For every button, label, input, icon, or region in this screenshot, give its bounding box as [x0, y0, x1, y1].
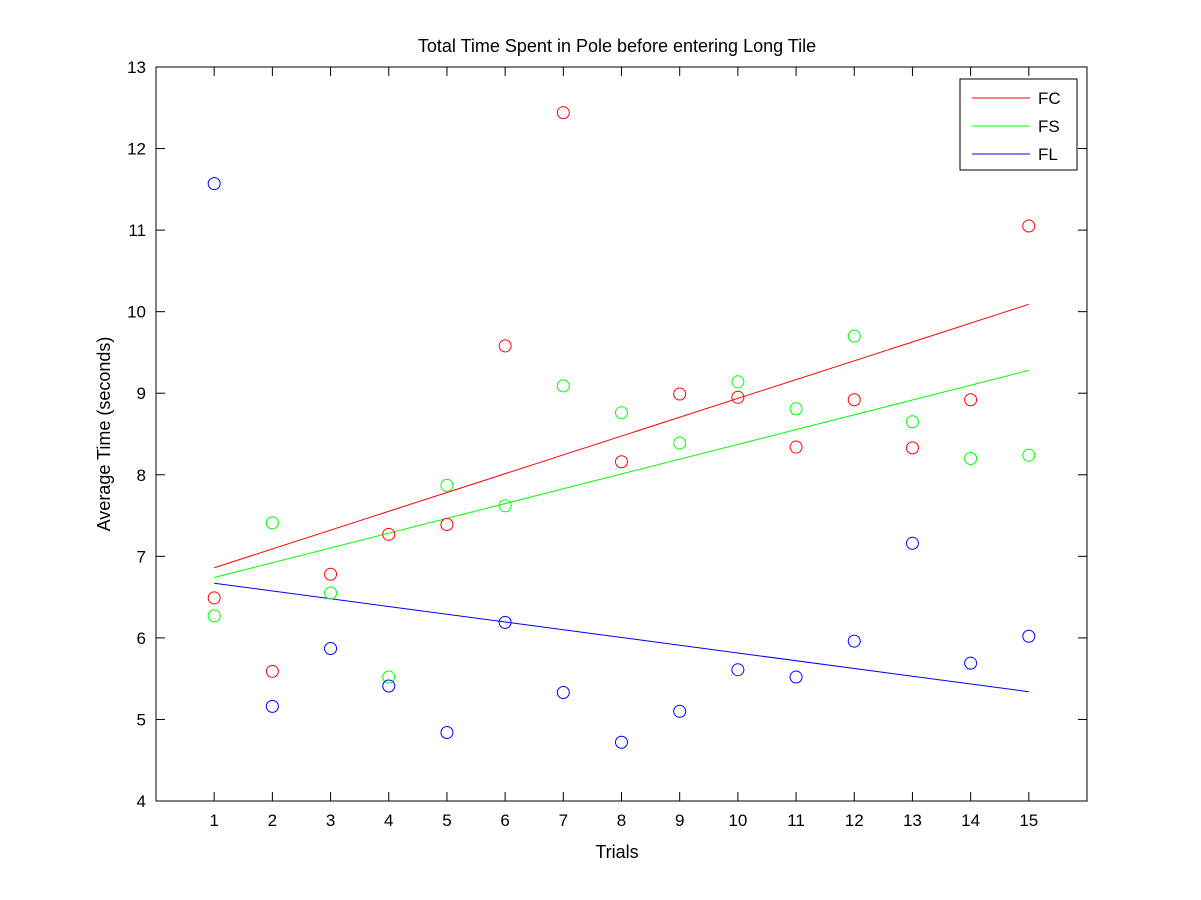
marker-fc: [964, 393, 978, 407]
y-tick-label: 11: [128, 221, 146, 240]
x-tick-label: 8: [617, 811, 626, 830]
marker-fs: [440, 478, 454, 492]
legend: FC FS FL: [959, 78, 1078, 171]
marker-fl: [556, 686, 570, 700]
marker-fc: [324, 567, 338, 581]
marker-fl: [324, 641, 338, 655]
plot-area: [155, 66, 1088, 802]
marker-fc: [731, 390, 745, 404]
legend-entry-fc: FC: [1038, 89, 1061, 108]
legend-box: [959, 78, 1078, 171]
trend-line-fl: [214, 582, 1029, 693]
marker-fl: [673, 704, 687, 718]
marker-fl: [964, 656, 978, 670]
marker-fs: [382, 670, 396, 684]
marker-fl: [1022, 629, 1036, 643]
legend-entry-fl: FL: [1038, 145, 1058, 164]
marker-fs: [265, 516, 279, 530]
x-tick-label: 7: [559, 811, 568, 830]
x-tick-label: 4: [384, 811, 393, 830]
marker-fs: [556, 379, 570, 393]
marker-fc: [498, 339, 512, 353]
marker-fs: [207, 609, 221, 623]
marker-fl: [731, 663, 745, 677]
x-tick-label: 14: [961, 811, 980, 830]
x-tick-label: 13: [903, 811, 922, 830]
marker-fs: [1022, 448, 1036, 462]
x-tick-label: 2: [268, 811, 277, 830]
marker-fc: [789, 440, 803, 454]
marker-fc: [382, 527, 396, 541]
x-tick-label: 5: [442, 811, 451, 830]
marker-fc: [1022, 219, 1036, 233]
marker-fl: [789, 670, 803, 684]
marker-fs: [673, 436, 687, 450]
marker-fs: [615, 406, 628, 420]
marker-fs: [847, 329, 861, 343]
chart-title: Total Time Spent in Pole before entering…: [418, 36, 816, 56]
marker-fl: [498, 615, 512, 629]
y-tick-label: 9: [137, 384, 146, 403]
marker-fl: [382, 679, 396, 693]
legend-entry-fs: FS: [1038, 117, 1060, 136]
y-tick-label: 12: [127, 140, 146, 159]
x-tick-label: 9: [675, 811, 684, 830]
marker-fl: [207, 177, 221, 191]
trend-line-fc: [214, 303, 1029, 569]
marker-fl: [615, 735, 628, 749]
marker-fs: [964, 451, 978, 465]
x-tick-label: 12: [845, 811, 864, 830]
marker-fc: [673, 387, 687, 401]
x-tick-label: 10: [728, 811, 747, 830]
x-axis-label: Trials: [595, 842, 638, 862]
y-tick-label: 6: [137, 629, 146, 648]
trend-line-fs: [214, 369, 1029, 579]
x-tick-label: 3: [326, 811, 335, 830]
marker-fl: [905, 536, 919, 550]
marker-fs: [789, 402, 803, 416]
x-tick-label: 15: [1019, 811, 1038, 830]
marker-fc: [207, 591, 221, 605]
y-tick-label: 13: [127, 58, 146, 77]
marker-fc: [265, 664, 279, 678]
y-tick-label: 10: [127, 303, 146, 322]
data-markers: [207, 106, 1036, 749]
marker-fs: [324, 586, 338, 600]
x-tick-label: 11: [787, 811, 805, 830]
marker-fl: [265, 699, 279, 713]
marker-fs: [498, 499, 512, 513]
marker-fl: [847, 634, 861, 648]
marker-fc: [440, 518, 454, 532]
marker-fs: [731, 375, 745, 389]
marker-fl: [440, 725, 454, 739]
marker-fc: [615, 455, 628, 469]
marker-fs: [905, 415, 919, 429]
y-tick-label: 7: [137, 547, 146, 566]
marker-fc: [556, 106, 570, 120]
x-tick-label: 1: [209, 811, 218, 830]
y-axis-label: Average Time (seconds): [94, 337, 114, 532]
trend-lines: [214, 303, 1029, 693]
y-tick-label: 8: [137, 466, 146, 485]
y-tick-label: 5: [137, 710, 146, 729]
y-tick-label: 4: [137, 792, 146, 811]
x-tick-label: 6: [500, 811, 509, 830]
marker-fc: [905, 441, 919, 455]
marker-fc: [847, 393, 861, 407]
